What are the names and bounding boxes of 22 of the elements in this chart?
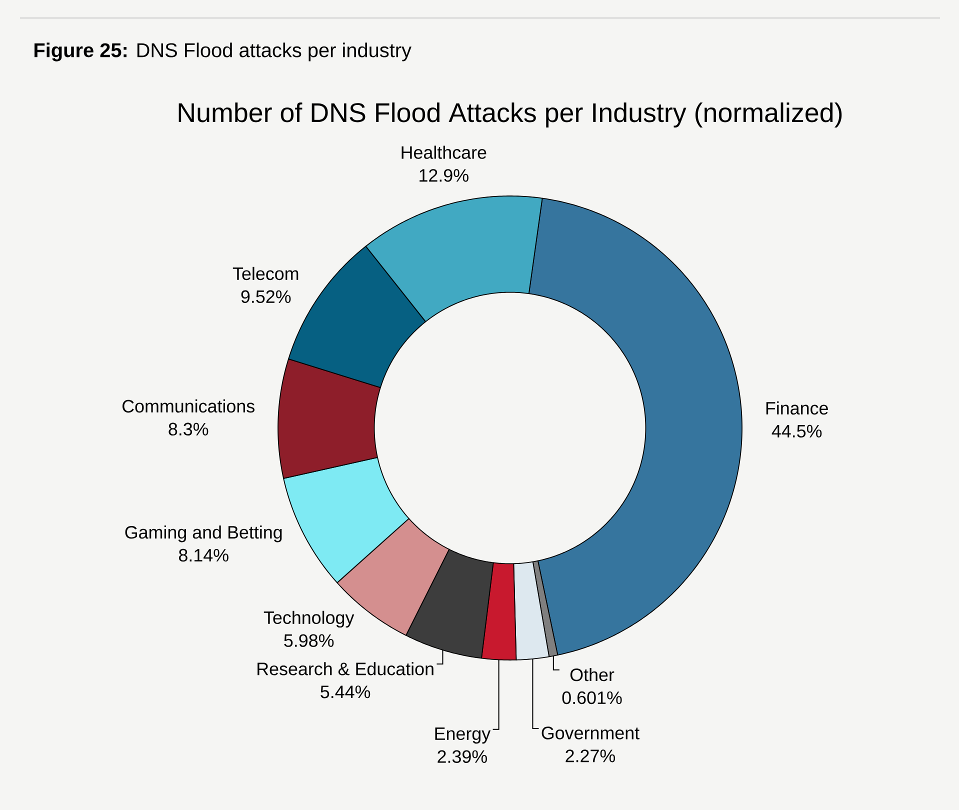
slice-label: Technology	[264, 610, 354, 628]
slice-label: Government	[542, 726, 640, 740]
data-label: 44.5%	[772, 424, 822, 438]
data-label: 0.601%	[562, 691, 622, 704]
data-label: 2.27%	[566, 750, 616, 762]
slice-label: Other	[570, 668, 614, 682]
slice-label: Communications	[122, 399, 254, 413]
slice-label: Telecom	[232, 266, 298, 280]
data-label: 8.3%	[168, 422, 208, 436]
data-label: 8.14%	[178, 548, 228, 562]
chart-title: Number of DNS Flood Attacks per Industry (normalized)	[178, 102, 842, 128]
data-label: 12.9%	[420, 169, 468, 182]
slice-label: Research & Education	[258, 662, 434, 676]
slice-label: Healthcare	[402, 146, 486, 159]
data-label: 5.98%	[284, 634, 334, 647]
slice-label: Finance	[766, 401, 828, 415]
slice-label: Gaming and Betting	[125, 526, 282, 542]
data-label: 5.44%	[320, 686, 370, 698]
data-label: 9.52%	[241, 290, 291, 303]
slice-label: Energy	[435, 728, 491, 744]
data-label: 2.39%	[438, 750, 487, 763]
text: Figure 25: DNS Flood attacks per industry	[34, 42, 412, 62]
